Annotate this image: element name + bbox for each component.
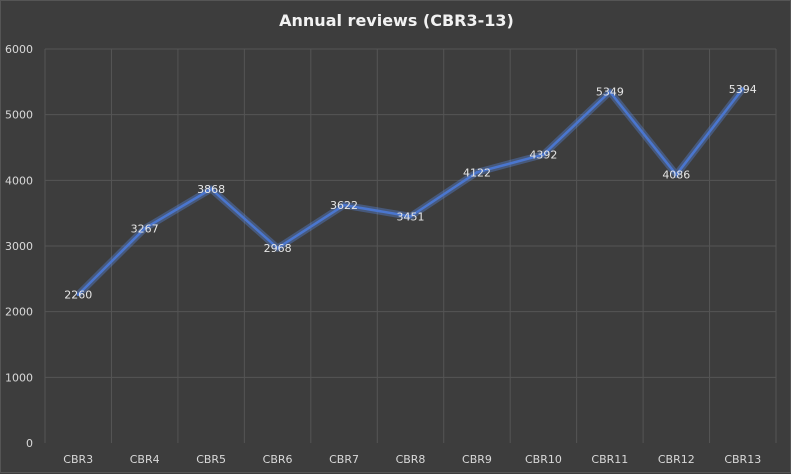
data-point: [76, 293, 80, 297]
y-tick-label: 2000: [5, 306, 33, 319]
x-tick-label: CBR4: [130, 453, 160, 466]
y-tick-label: 5000: [5, 109, 33, 122]
grid-layer: [44, 48, 777, 443]
data-label: 3267: [131, 222, 159, 235]
data-point: [209, 187, 213, 191]
x-tick-label: CBR9: [462, 453, 492, 466]
data-label: 5394: [729, 83, 757, 96]
chart-title: Annual reviews (CBR3-13): [279, 11, 514, 30]
x-tick-label: CBR10: [525, 453, 562, 466]
x-tick-label: CBR8: [396, 453, 426, 466]
y-tick-label: 6000: [5, 43, 33, 56]
x-tick-label: CBR5: [196, 453, 226, 466]
x-axis-ticks: CBR3 CBR4 CBR5 CBR6 CBR7 CBR8 CBR9 CBR10 CBR11 CB…: [63, 453, 761, 466]
data-label: 4392: [529, 149, 557, 162]
data-point: [741, 87, 745, 91]
series-layer: [75, 86, 746, 298]
x-tick-label: CBR7: [329, 453, 359, 466]
y-tick-label: 3000: [5, 240, 33, 253]
y-tick-label: 4000: [5, 174, 33, 187]
data-point: [674, 173, 678, 177]
data-label: 3451: [397, 210, 425, 223]
data-labels: 2260 3267 3868 2968 3622 3451 4122 4392 5349 4086…: [64, 83, 757, 302]
x-tick-label: CBR12: [658, 453, 695, 466]
data-label: 5349: [596, 86, 624, 99]
data-point: [409, 214, 412, 218]
x-tick-label: CBR11: [591, 453, 628, 466]
data-label: 3868: [197, 183, 225, 196]
data-point: [342, 203, 346, 207]
data-point: [541, 153, 545, 157]
y-axis-ticks: 0 1000 2000 3000 4000 5000 6000: [5, 43, 33, 450]
y-tick-label: 0: [26, 437, 33, 450]
x-tick-label: CBR3: [63, 453, 93, 466]
data-point: [475, 170, 479, 174]
data-label: 4086: [662, 169, 690, 182]
x-tick-label: CBR13: [724, 453, 761, 466]
data-label: 3622: [330, 199, 358, 212]
data-label: 4122: [463, 166, 491, 179]
data-label: 2968: [264, 242, 292, 255]
data-point: [143, 226, 147, 230]
data-point: [276, 246, 280, 250]
data-label: 2260: [64, 289, 92, 302]
x-tick-label: CBR6: [263, 453, 293, 466]
data-point: [608, 90, 612, 94]
y-tick-label: 1000: [5, 371, 33, 384]
